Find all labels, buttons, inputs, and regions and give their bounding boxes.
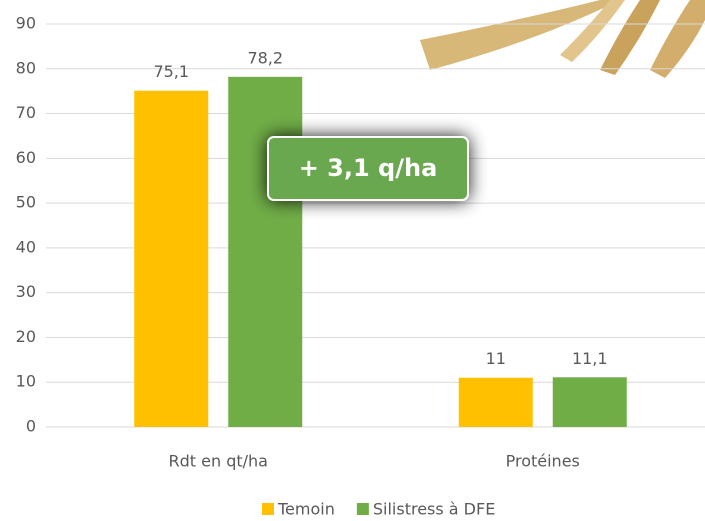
legend-label: Silistress à DFE (373, 500, 495, 519)
bar (228, 77, 302, 427)
annotation-text: + 3,1 q/ha (299, 154, 438, 182)
y-tick-label: 0 (26, 417, 36, 436)
bar (134, 91, 208, 427)
value-label: 11 (486, 349, 506, 368)
bar (459, 378, 533, 427)
value-label: 11,1 (572, 349, 608, 368)
y-tick-label: 20 (16, 327, 36, 346)
y-tick-label: 10 (16, 372, 36, 391)
annotation: + 3,1 q/ha (268, 137, 468, 200)
y-tick-label: 90 (16, 14, 36, 33)
legend-swatch (262, 503, 274, 515)
x-tick-label: Rdt en qt/ha (169, 452, 268, 471)
x-tick-label: Protéines (506, 452, 580, 471)
y-tick-label: 30 (16, 282, 36, 301)
value-label: 78,2 (247, 48, 283, 67)
y-tick-label: 40 (16, 237, 36, 256)
y-tick-label: 60 (16, 148, 36, 167)
legend-swatch (357, 503, 369, 515)
chart: 0 10 20 30 40 50 60 70 80 90 Rdt en qt/ha 75,1 78,2 P… (0, 0, 705, 521)
y-tick-label: 50 (16, 193, 36, 212)
value-label: 75,1 (153, 62, 189, 81)
legend-label: Temoin (277, 500, 335, 519)
y-tick-label: 70 (16, 103, 36, 122)
y-tick-label: 80 (16, 58, 36, 77)
bar (553, 377, 627, 427)
wheat-decoration (420, 0, 705, 78)
